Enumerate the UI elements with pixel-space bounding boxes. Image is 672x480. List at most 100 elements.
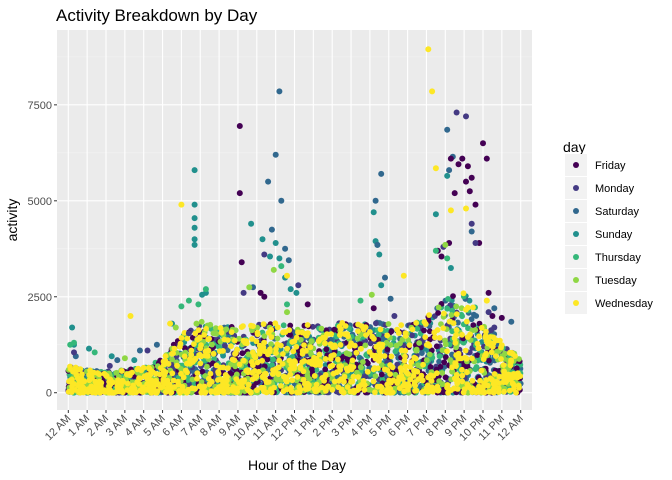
scatter-point — [194, 370, 201, 376]
scatter-point — [321, 377, 327, 384]
scatter-point — [465, 384, 472, 390]
scatter-point — [68, 378, 74, 385]
scatter-point — [402, 363, 409, 370]
scatter-point — [444, 126, 451, 133]
scatter-point — [224, 373, 230, 380]
scatter-point — [459, 331, 465, 338]
scatter-point — [205, 375, 212, 382]
scatter-point — [378, 282, 385, 289]
scatter-point — [85, 389, 91, 395]
scatter-point — [470, 388, 476, 395]
scatter-point — [65, 388, 72, 395]
scatter-point — [174, 362, 180, 369]
scatter-point — [322, 334, 328, 341]
scatter-point — [119, 368, 125, 374]
scatter-point — [449, 364, 455, 371]
scatter-point — [455, 319, 461, 326]
scatter-point — [391, 313, 398, 319]
scatter-point — [423, 357, 430, 363]
scatter-point — [338, 326, 344, 332]
legend-label: Thursday — [595, 252, 641, 264]
scatter-point — [271, 384, 277, 391]
scatter-point — [298, 336, 304, 343]
scatter-point — [425, 46, 432, 53]
x-axis: 12 AM1 AM2 AM3 AM4 AM5 AM6 AM7 AM8 AM9 A… — [43, 410, 526, 444]
scatter-point — [168, 389, 175, 396]
scatter-point — [285, 257, 292, 264]
scatter-point — [206, 381, 213, 388]
scatter-point — [424, 382, 431, 389]
scatter-point — [329, 386, 336, 393]
scatter-point — [439, 347, 446, 354]
scatter-point — [295, 329, 301, 336]
scatter-point — [419, 350, 425, 356]
scatter-point — [459, 313, 465, 320]
scatter-point — [491, 324, 498, 331]
scatter-point — [397, 340, 403, 347]
scatter-point — [463, 178, 469, 185]
scatter-point — [308, 338, 315, 345]
scatter-point — [201, 383, 208, 390]
scatter-point — [348, 378, 354, 385]
scatter-point — [211, 356, 218, 362]
scatter-point — [248, 358, 255, 365]
scatter-point — [513, 372, 520, 379]
scatter-point — [325, 383, 331, 390]
scatter-point — [113, 369, 120, 376]
scatter-point — [409, 332, 415, 339]
scatter-point — [161, 361, 167, 368]
scatter-point — [508, 376, 514, 383]
legend-key-dot — [573, 162, 579, 168]
scatter-point — [284, 272, 290, 279]
scatter-point — [140, 389, 146, 395]
scatter-point — [280, 388, 287, 395]
scatter-point — [121, 355, 128, 362]
scatter-point — [451, 385, 458, 392]
scatter-point — [444, 305, 451, 312]
scatter-point — [147, 371, 154, 377]
scatter-point — [447, 265, 454, 271]
scatter-point — [261, 333, 268, 339]
scatter-point — [479, 389, 486, 395]
scatter-point — [79, 371, 85, 378]
scatter-point — [427, 364, 434, 370]
scatter-point — [253, 338, 260, 345]
scatter-point — [485, 289, 492, 296]
scatter-point — [307, 344, 314, 351]
scatter-point — [469, 377, 476, 384]
scatter-point — [182, 367, 189, 374]
scatter-point — [152, 389, 159, 396]
scatter-point — [345, 333, 351, 340]
scatter-point — [447, 155, 454, 162]
scatter-point — [231, 337, 238, 344]
legend-label: Monday — [595, 183, 635, 195]
scatter-point — [490, 334, 497, 341]
scatter-point — [153, 377, 159, 384]
legend-key-dot — [573, 300, 579, 306]
scatter-point — [114, 357, 121, 364]
scatter-point — [238, 324, 245, 330]
scatter-point — [485, 309, 492, 316]
scatter-point — [426, 342, 433, 349]
scatter-point — [351, 342, 358, 349]
scatter-point — [495, 389, 502, 395]
scatter-point — [150, 384, 157, 390]
scatter-point — [451, 335, 458, 342]
legend-key-dot — [573, 231, 579, 237]
scatter-point — [276, 88, 283, 95]
scatter-point — [191, 357, 198, 363]
scatter-point — [407, 376, 414, 383]
scatter-point — [71, 339, 77, 346]
scatter-point — [462, 347, 469, 354]
scatter-point — [268, 334, 275, 340]
scatter-point — [445, 389, 451, 396]
y-tick-label: 2500 — [28, 292, 52, 304]
legend-label: Friday — [595, 160, 626, 172]
scatter-point — [304, 322, 311, 328]
scatter-point — [72, 387, 79, 393]
scatter-point — [268, 389, 275, 396]
scatter-point — [126, 372, 133, 379]
scatter-point — [245, 381, 252, 388]
scatter-point — [413, 387, 420, 394]
scatter-point — [156, 382, 163, 389]
